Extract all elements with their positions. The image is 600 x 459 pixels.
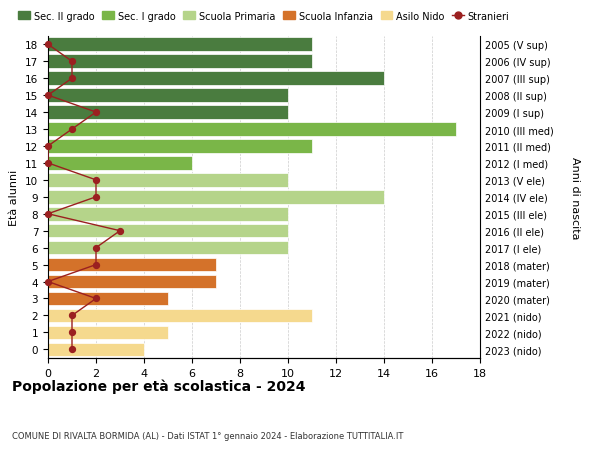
Bar <box>48 241 288 255</box>
Point <box>67 58 77 66</box>
Point <box>67 312 77 319</box>
Point <box>67 346 77 353</box>
Y-axis label: Anni di nascita: Anni di nascita <box>570 156 580 239</box>
Bar <box>48 224 288 238</box>
Y-axis label: Età alunni: Età alunni <box>10 169 19 225</box>
Bar <box>48 275 216 289</box>
Text: COMUNE DI RIVALTA BORMIDA (AL) - Dati ISTAT 1° gennaio 2024 - Elaborazione TUTTI: COMUNE DI RIVALTA BORMIDA (AL) - Dati IS… <box>12 431 403 441</box>
Legend: Sec. II grado, Sec. I grado, Scuola Primaria, Scuola Infanzia, Asilo Nido, Stran: Sec. II grado, Sec. I grado, Scuola Prim… <box>14 8 514 25</box>
Point <box>91 261 101 269</box>
Point <box>91 194 101 201</box>
Bar <box>48 72 384 86</box>
Bar <box>48 309 312 323</box>
Point <box>115 228 125 235</box>
Point <box>91 245 101 252</box>
Point <box>43 211 53 218</box>
Bar <box>48 292 168 306</box>
Point <box>67 75 77 83</box>
Point <box>67 329 77 336</box>
Bar <box>48 343 144 356</box>
Bar <box>48 174 288 187</box>
Bar <box>48 258 216 272</box>
Point <box>43 278 53 285</box>
Bar <box>48 123 456 136</box>
Point <box>43 143 53 150</box>
Bar <box>48 157 192 170</box>
Bar <box>48 190 384 204</box>
Bar <box>48 56 312 69</box>
Text: Popolazione per età scolastica - 2024: Popolazione per età scolastica - 2024 <box>12 379 305 393</box>
Bar <box>48 326 168 339</box>
Point <box>43 41 53 49</box>
Point <box>67 126 77 134</box>
Point <box>91 109 101 117</box>
Point <box>91 295 101 302</box>
Point <box>91 177 101 184</box>
Bar <box>48 106 288 120</box>
Bar <box>48 39 312 52</box>
Point <box>43 92 53 100</box>
Bar <box>48 89 288 103</box>
Point <box>43 160 53 167</box>
Bar <box>48 207 288 221</box>
Bar <box>48 140 312 153</box>
